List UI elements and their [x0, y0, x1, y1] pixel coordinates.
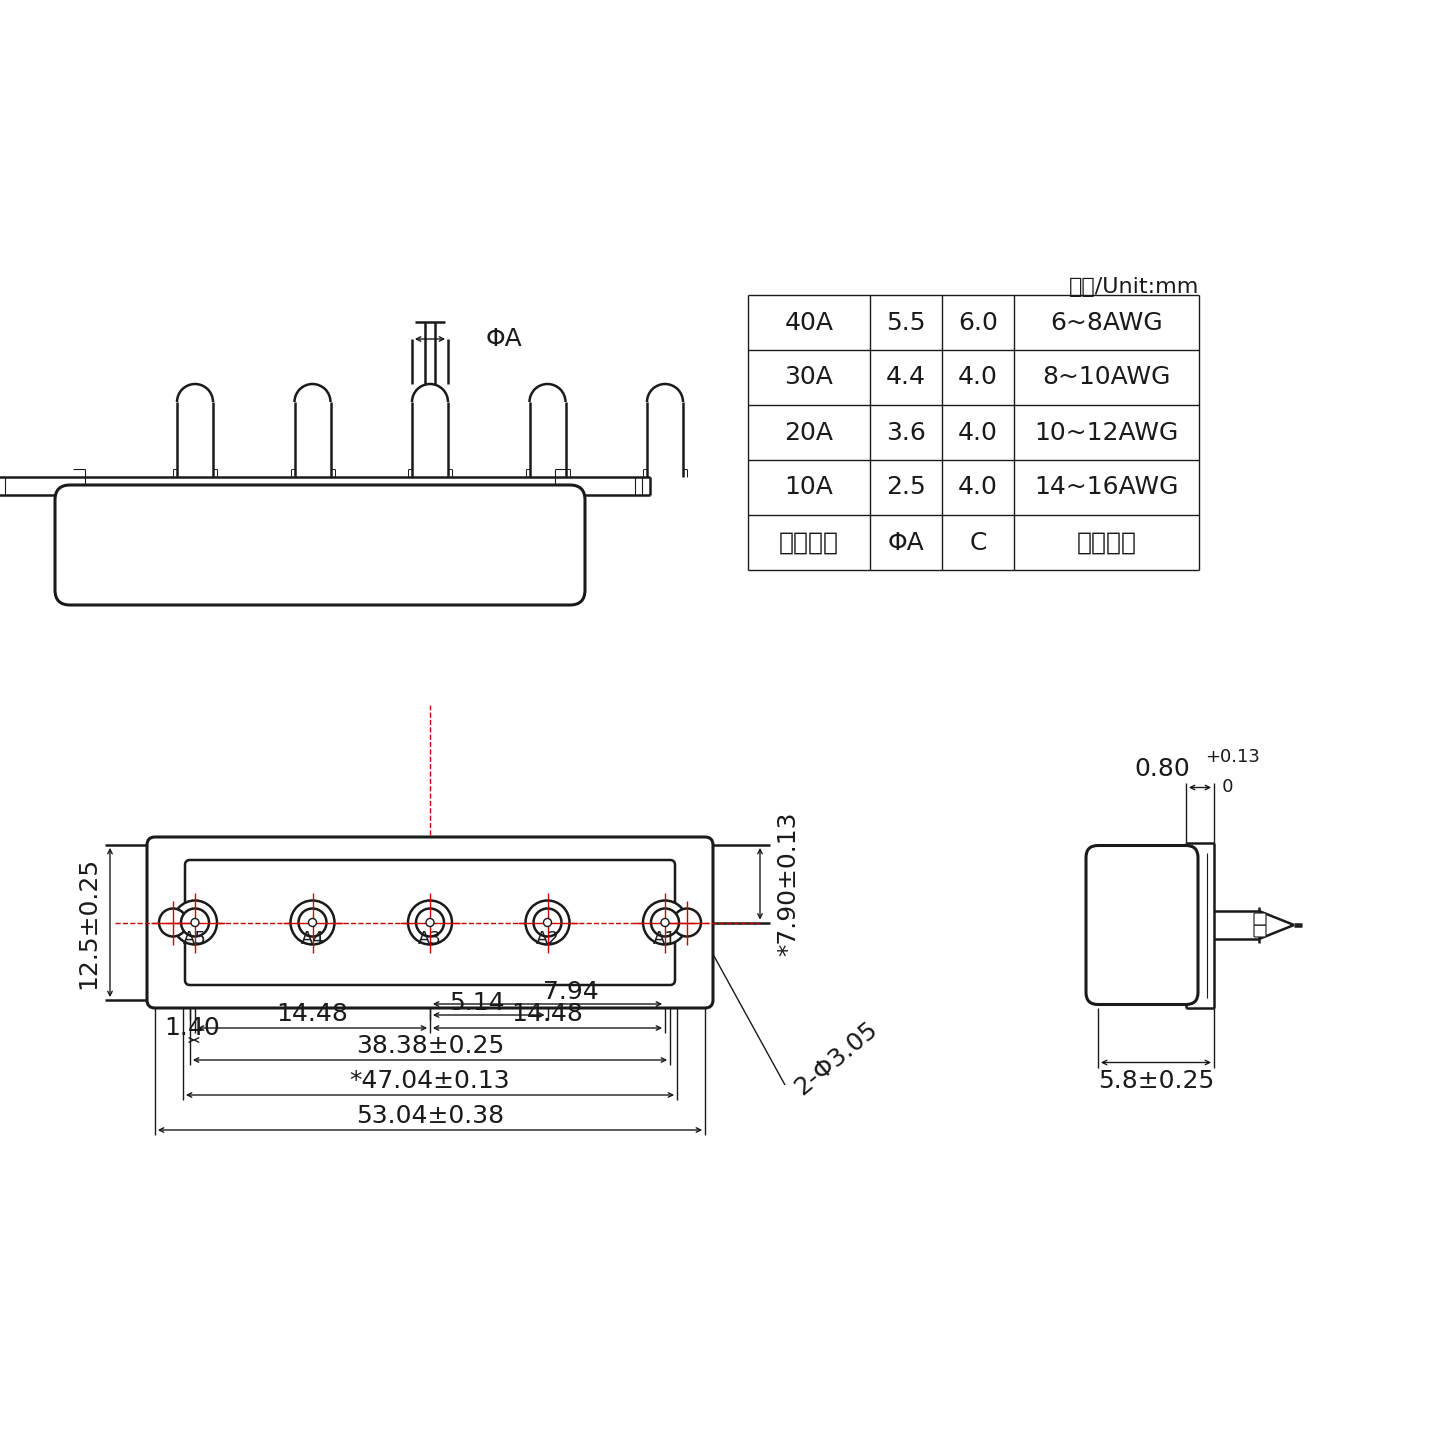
Circle shape — [543, 919, 552, 926]
Text: A1: A1 — [654, 929, 677, 948]
Text: 10A: 10A — [785, 475, 834, 500]
Circle shape — [426, 919, 433, 926]
FancyBboxPatch shape — [184, 860, 675, 985]
Text: 1.40: 1.40 — [164, 1017, 220, 1040]
FancyBboxPatch shape — [1086, 845, 1198, 1005]
Text: 12.5±0.25: 12.5±0.25 — [76, 857, 99, 989]
Circle shape — [661, 919, 670, 926]
Text: 单位/Unit:mm: 单位/Unit:mm — [1068, 276, 1200, 297]
Text: Lightany: Lightany — [236, 871, 569, 945]
Text: 5.8±0.25: 5.8±0.25 — [1097, 1068, 1214, 1093]
Circle shape — [308, 919, 317, 926]
Circle shape — [672, 909, 701, 936]
Circle shape — [651, 909, 680, 936]
Text: 40A: 40A — [785, 311, 834, 334]
Text: 30A: 30A — [785, 366, 834, 389]
Text: 6~8AWG: 6~8AWG — [1050, 311, 1164, 334]
Text: C: C — [969, 530, 986, 554]
Text: *47.04±0.13: *47.04±0.13 — [350, 1068, 510, 1093]
Text: 14~16AWG: 14~16AWG — [1034, 475, 1179, 500]
Text: 10~12AWG: 10~12AWG — [1034, 420, 1178, 445]
Text: 3.6: 3.6 — [886, 420, 926, 445]
Text: 5.5: 5.5 — [886, 311, 926, 334]
Text: 线材规格: 线材规格 — [1077, 530, 1136, 554]
Text: ΦA: ΦA — [487, 327, 523, 351]
Text: 0.80: 0.80 — [1135, 757, 1189, 782]
Text: 4.0: 4.0 — [958, 366, 998, 389]
Circle shape — [173, 900, 217, 945]
Text: +0.13: +0.13 — [1205, 747, 1260, 766]
Text: 6.0: 6.0 — [958, 311, 998, 334]
Text: 额定电流: 额定电流 — [779, 530, 840, 554]
FancyBboxPatch shape — [147, 837, 713, 1008]
Text: 0: 0 — [1205, 778, 1234, 795]
Text: Lightany: Lightany — [212, 511, 428, 559]
Circle shape — [298, 909, 327, 936]
Text: 2-Φ3.05: 2-Φ3.05 — [791, 1017, 883, 1100]
Text: 14.48: 14.48 — [511, 1002, 583, 1025]
Text: 8~10AWG: 8~10AWG — [1043, 366, 1171, 389]
Text: 2.5: 2.5 — [886, 475, 926, 500]
Text: A3: A3 — [418, 929, 442, 948]
FancyBboxPatch shape — [1254, 924, 1266, 937]
Circle shape — [181, 909, 209, 936]
Circle shape — [526, 900, 569, 945]
Circle shape — [291, 900, 334, 945]
Text: A5: A5 — [183, 929, 207, 948]
Text: 4.0: 4.0 — [958, 475, 998, 500]
Text: 4.4: 4.4 — [886, 366, 926, 389]
Text: ΦA: ΦA — [887, 530, 924, 554]
FancyBboxPatch shape — [55, 485, 585, 605]
Text: 53.04±0.38: 53.04±0.38 — [356, 1104, 504, 1128]
Circle shape — [533, 909, 562, 936]
Text: 20A: 20A — [785, 420, 834, 445]
Text: 14.48: 14.48 — [276, 1002, 348, 1025]
Text: 5.14: 5.14 — [449, 991, 505, 1015]
Text: 4.0: 4.0 — [958, 420, 998, 445]
Circle shape — [158, 909, 187, 936]
Text: A2: A2 — [536, 929, 559, 948]
Circle shape — [644, 900, 687, 945]
Text: 7.94: 7.94 — [543, 981, 599, 1004]
FancyBboxPatch shape — [1254, 913, 1266, 924]
Text: 38.38±0.25: 38.38±0.25 — [356, 1034, 504, 1058]
Circle shape — [408, 900, 452, 945]
Circle shape — [192, 919, 199, 926]
Circle shape — [416, 909, 444, 936]
Text: *7.90±0.13: *7.90±0.13 — [776, 812, 801, 956]
Text: A4: A4 — [301, 929, 324, 948]
